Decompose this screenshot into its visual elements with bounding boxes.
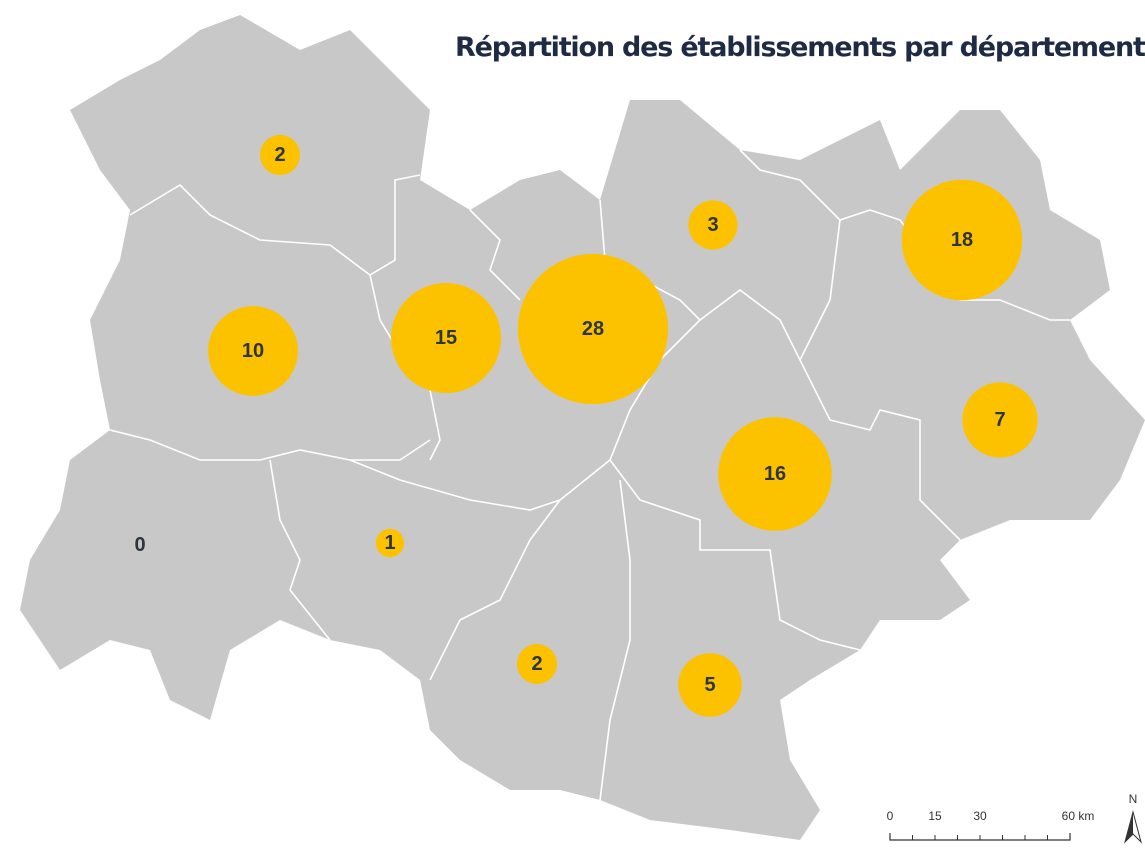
scale-label: 15 bbox=[928, 809, 942, 823]
bubble-label: 15 bbox=[435, 327, 457, 349]
bubble bbox=[517, 253, 669, 405]
bubble bbox=[678, 653, 742, 717]
scale-label: 60 km bbox=[1062, 809, 1095, 823]
bubble-label: 2 bbox=[274, 144, 285, 166]
bubble bbox=[962, 382, 1038, 458]
region-shape bbox=[20, 15, 1145, 840]
bubble-label: 0 bbox=[134, 534, 145, 556]
bubble bbox=[901, 179, 1023, 301]
bubble bbox=[259, 134, 301, 176]
bubble-label: 1 bbox=[384, 532, 395, 554]
department-borders bbox=[109, 149, 1070, 801]
scale-label: 30 bbox=[973, 809, 987, 823]
map-title: Répartition des établissements par dépar… bbox=[455, 32, 1145, 63]
scale-bar: 0 15 30 60 km bbox=[887, 809, 1095, 841]
bubble-label: 28 bbox=[582, 318, 604, 340]
north-label: N bbox=[1129, 792, 1138, 806]
bubble bbox=[516, 643, 558, 685]
scale-label: 0 bbox=[887, 809, 894, 823]
bubble-label: 18 bbox=[951, 229, 973, 251]
bubble bbox=[375, 528, 405, 558]
bubble-label: 10 bbox=[242, 340, 264, 362]
bubble bbox=[718, 417, 832, 531]
bubble bbox=[688, 200, 738, 250]
bubble-label: 2 bbox=[531, 653, 542, 675]
bubble-label: 7 bbox=[994, 409, 1005, 431]
bubble-label: 5 bbox=[704, 674, 715, 696]
bubble-label: 16 bbox=[764, 463, 786, 485]
bubble-label: 3 bbox=[707, 214, 718, 236]
north-arrow: N bbox=[1124, 792, 1142, 844]
bubble bbox=[391, 283, 501, 393]
bubble bbox=[208, 306, 298, 396]
